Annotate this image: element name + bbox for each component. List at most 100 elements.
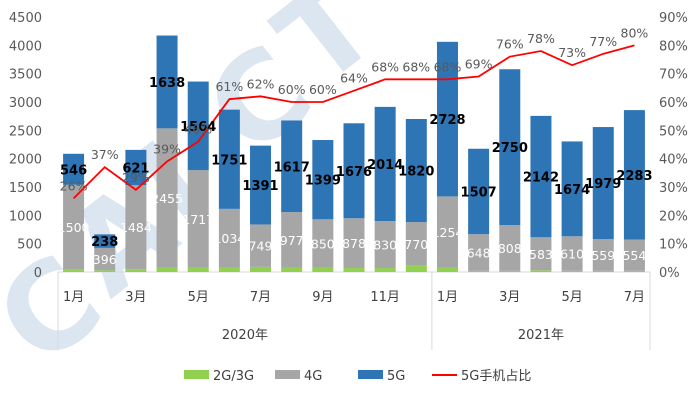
- bar-4g: [218, 208, 240, 268]
- year-label: 2021年: [518, 328, 564, 343]
- data-label-share: 64%: [340, 71, 368, 86]
- data-label-share: 68%: [402, 59, 430, 74]
- legend-swatch: [275, 370, 300, 379]
- data-label-4g: 808: [498, 241, 522, 256]
- right-tick-label: 0%: [659, 266, 680, 281]
- right-tick-label: 60%: [659, 96, 688, 111]
- bar-4g: [592, 239, 614, 271]
- bar-4g: [499, 225, 521, 271]
- left-tick-label: 3500: [9, 68, 42, 83]
- bar-5g: [125, 149, 147, 186]
- data-label-share: 68%: [434, 59, 462, 74]
- month-label: 11月: [370, 290, 400, 305]
- bar-4g: [405, 222, 427, 266]
- legend-label: 2G/3G: [213, 369, 254, 384]
- data-label-5g: 1564: [180, 120, 216, 135]
- data-label-5g: 621: [122, 161, 149, 176]
- bar-4g: [468, 234, 490, 271]
- data-label-share: 78%: [527, 31, 555, 46]
- month-label: 5月: [188, 290, 209, 305]
- left-tick-label: 2500: [9, 124, 42, 139]
- data-label-4g: 559: [591, 248, 615, 263]
- right-tick-label: 90%: [659, 11, 688, 26]
- bar-4g: [187, 170, 209, 268]
- bar-4g: [623, 239, 645, 271]
- month-label: 1月: [437, 290, 458, 305]
- data-label-4g: 583: [529, 247, 553, 262]
- data-label-share: 68%: [371, 59, 399, 74]
- right-tick-label: 20%: [659, 209, 688, 224]
- data-label-5g: 1507: [461, 185, 497, 200]
- data-label-5g: 1751: [211, 153, 247, 168]
- bar-5g: [468, 148, 490, 235]
- bar-2g-3g: [592, 270, 614, 272]
- bar-5g: [343, 123, 365, 219]
- bar-5g: [623, 110, 645, 240]
- bar-2g-3g: [94, 270, 116, 272]
- data-label-4g: 1254: [432, 225, 464, 240]
- bar-5g: [94, 234, 116, 248]
- data-label-4g: 1500: [58, 220, 90, 235]
- bar-5g: [312, 140, 334, 220]
- bar-4g: [343, 218, 365, 269]
- bar-5g: [530, 115, 552, 238]
- data-label-share: 62%: [247, 76, 275, 91]
- data-label-5g: 1391: [242, 179, 278, 194]
- bar-4g: [63, 184, 85, 270]
- data-label-share: 60%: [309, 82, 337, 97]
- data-label-5g: 1399: [305, 174, 341, 189]
- data-label-share: 61%: [215, 79, 243, 94]
- right-tick-label: 50%: [659, 124, 688, 139]
- data-label-5g: 2014: [367, 158, 403, 173]
- bar-5g: [436, 41, 458, 197]
- bar-2g-3g: [499, 270, 521, 272]
- bar-2g-3g: [63, 269, 85, 272]
- left-tick-label: 1000: [9, 209, 42, 224]
- bar-5g: [187, 81, 209, 171]
- month-label: 9月: [312, 290, 333, 305]
- data-label-5g: 1674: [554, 183, 590, 198]
- left-tick-label: 3000: [9, 96, 42, 111]
- data-label-share: 39%: [153, 142, 181, 157]
- data-label-share: 76%: [496, 37, 524, 52]
- bar-5g: [63, 153, 85, 185]
- bar-5g: [374, 106, 396, 221]
- month-label: 3月: [499, 290, 520, 305]
- legend-label: 5G手机占比: [461, 369, 531, 384]
- data-label-share: 46%: [184, 122, 212, 137]
- bar-2g-3g: [343, 268, 365, 272]
- data-label-4g: 648: [467, 246, 491, 261]
- data-label-share: 37%: [91, 147, 119, 162]
- bar-2g-3g: [156, 267, 178, 272]
- month-label: 7月: [250, 290, 271, 305]
- bar-4g: [250, 224, 272, 267]
- data-label-4g: 878: [342, 236, 366, 251]
- bar-5g: [281, 120, 303, 213]
- bar-2g-3g: [623, 270, 645, 272]
- data-label-4g: 1034: [213, 231, 245, 246]
- right-tick-label: 30%: [659, 181, 688, 196]
- bar-5g: [156, 35, 178, 129]
- data-label-4g: 749: [249, 239, 273, 254]
- data-label-share: 69%: [465, 57, 493, 72]
- x-axis: 1月 3月 5月 7月 9月 11月 1月 3月 5月 7月 2020年 2021年: [57, 272, 651, 350]
- right-tick-label: 10%: [659, 238, 688, 253]
- bar-2g-3g: [468, 270, 490, 272]
- data-label-4g: 554: [622, 248, 646, 263]
- bar-4g: [374, 221, 396, 269]
- data-label-4g: 830: [373, 238, 397, 253]
- bar-4g: [125, 185, 147, 270]
- data-label-5g: 1979: [585, 177, 621, 192]
- data-label-5g: 1820: [398, 165, 434, 180]
- bar-4g: [156, 128, 178, 268]
- bar-4g: [94, 247, 116, 271]
- bar-5g: [250, 145, 272, 225]
- left-tick-label: 0: [34, 266, 42, 281]
- data-label-4g: 2455: [151, 191, 183, 206]
- month-label: 5月: [561, 290, 582, 305]
- bar-5g: [499, 69, 521, 226]
- bar-5g: [218, 109, 240, 209]
- share-line: [72, 44, 635, 199]
- data-label-4g: 977: [280, 233, 304, 248]
